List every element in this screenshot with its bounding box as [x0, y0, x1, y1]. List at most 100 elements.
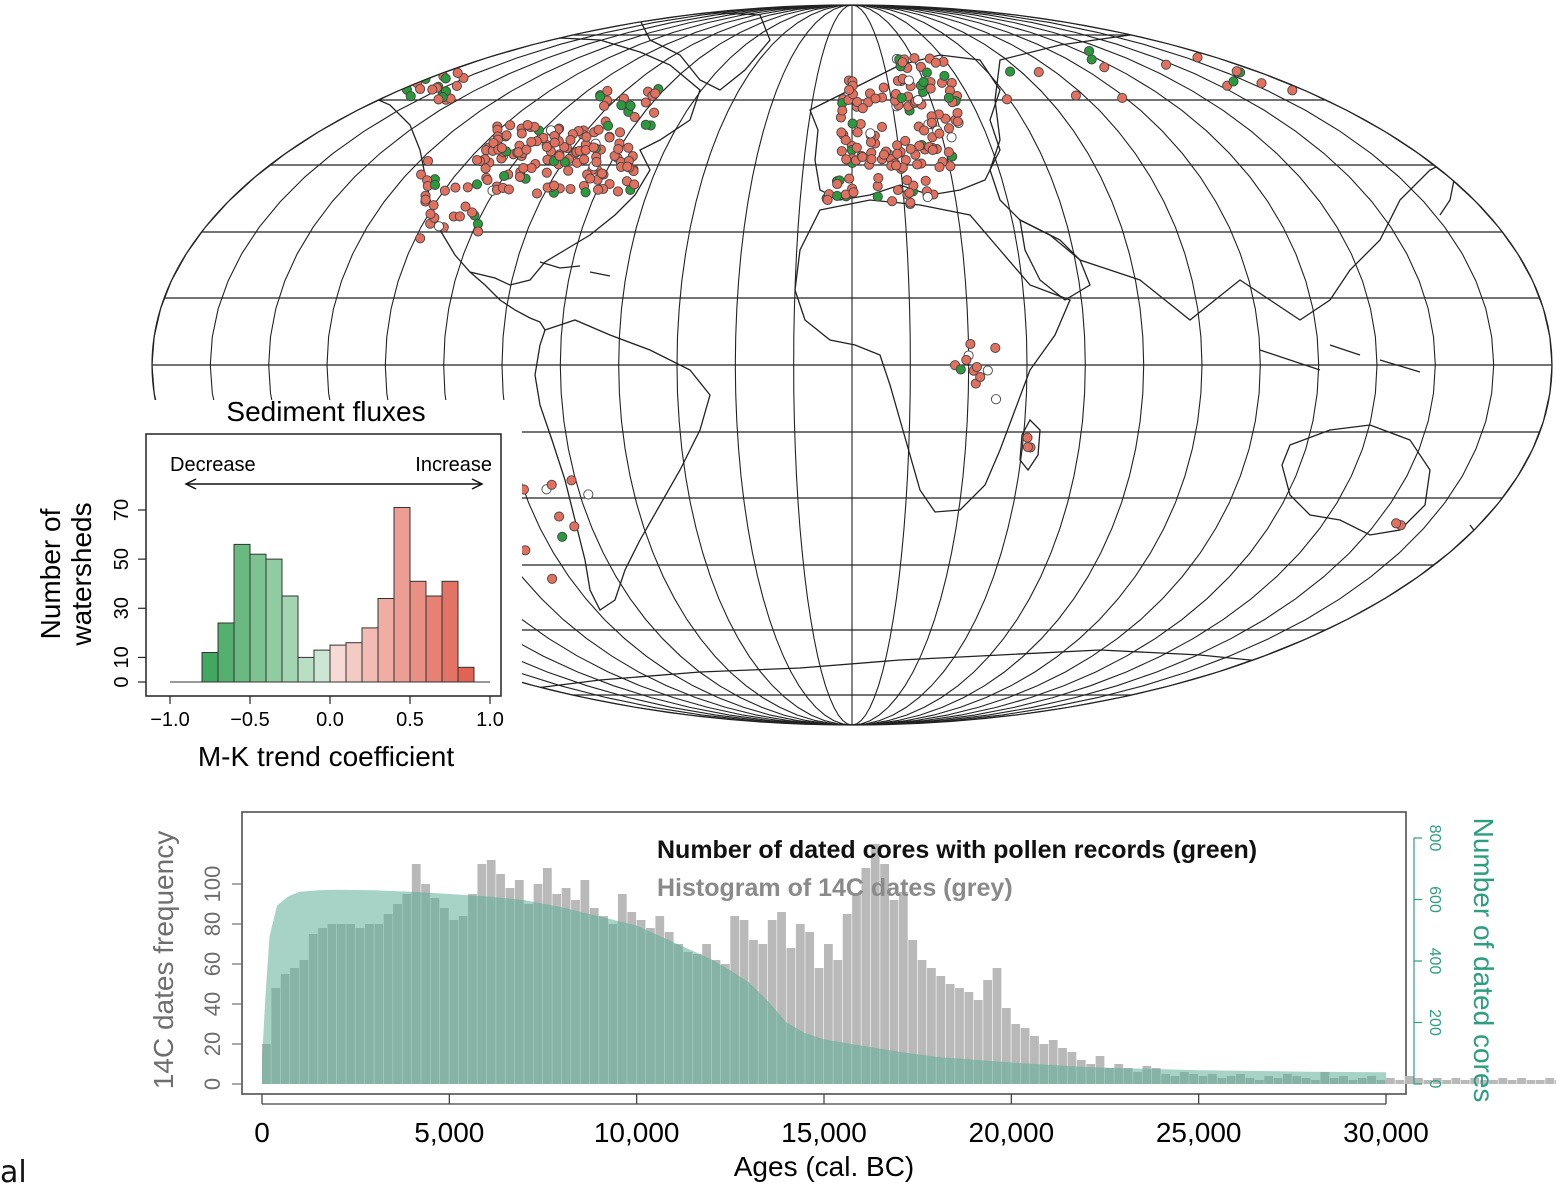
site-decrease	[557, 531, 568, 542]
legend-c14-histogram: Histogram of 14C dates (grey)	[657, 874, 1013, 902]
site-increase	[836, 127, 847, 138]
site-increase	[873, 173, 884, 184]
bottom-y-right-tick-label: 600	[1426, 886, 1443, 913]
site-increase	[599, 100, 610, 112]
c14-bar	[945, 984, 955, 1084]
inset-bar	[201, 652, 219, 683]
c14-bar	[852, 894, 861, 1084]
site-increase	[531, 188, 543, 199]
site-increase	[943, 147, 954, 158]
inset-x-tick-label: 1.0	[476, 709, 504, 731]
site-increase	[450, 182, 461, 193]
site-decrease	[1084, 45, 1095, 57]
site-no-trend	[982, 365, 993, 376]
c14-bar	[1395, 1080, 1405, 1084]
c14-bar	[880, 864, 889, 1084]
c14-bar	[1386, 1078, 1395, 1084]
site-increase	[832, 178, 843, 190]
site-increase	[1033, 67, 1044, 78]
site-decrease	[440, 73, 451, 84]
meridian-line	[851, 5, 1028, 725]
inset-bar	[233, 543, 251, 683]
site-increase	[460, 201, 471, 212]
inset-bar	[377, 598, 395, 683]
site-decrease	[400, 68, 411, 79]
site-increase	[433, 94, 444, 105]
bottom-y-left-tick-label: 40	[200, 992, 225, 1016]
site-increase	[613, 144, 624, 155]
bottom-x-tick-label: 5,000	[414, 1117, 484, 1148]
c14-bar	[1517, 1078, 1526, 1084]
meridian-line	[734, 5, 853, 725]
site-increase	[876, 121, 888, 132]
site-increase	[919, 125, 930, 136]
site-increase	[565, 183, 576, 195]
site-increase	[581, 131, 592, 142]
site-no-trend	[865, 128, 876, 139]
meridian-line	[384, 5, 853, 725]
site-increase	[385, 67, 396, 78]
site-increase	[591, 156, 602, 167]
site-increase	[629, 112, 640, 123]
site-increase	[891, 160, 902, 171]
site-increase	[501, 130, 512, 141]
site-increase	[629, 179, 640, 190]
site-increase	[1022, 432, 1033, 443]
site-increase	[857, 103, 868, 114]
inset-title: Sediment fluxes	[226, 396, 425, 427]
site-increase	[385, 73, 396, 84]
site-increase	[897, 57, 908, 68]
site-increase	[622, 161, 633, 172]
inset-x-ticks: −1.0 −0.5 0.0 0.5 1.0	[150, 696, 504, 731]
c14-bar	[964, 992, 974, 1084]
bottom-y-left-tick-label: 60	[200, 952, 225, 976]
c14-bar	[833, 960, 843, 1084]
c14-bar	[983, 980, 992, 1084]
c14-bar	[898, 892, 908, 1084]
map-outline	[151, 4, 1553, 726]
site-increase	[482, 174, 493, 186]
site-increase	[439, 185, 450, 196]
inset-bar	[297, 656, 315, 683]
site-increase	[909, 53, 920, 64]
inset-bar	[281, 595, 299, 683]
site-increase	[488, 137, 499, 149]
inset-bar	[313, 649, 331, 683]
c14-bar	[1020, 1028, 1030, 1084]
c14-bar	[955, 988, 964, 1084]
site-increase	[901, 175, 912, 186]
site-increase	[965, 338, 976, 350]
c14-bar	[936, 976, 946, 1084]
site-increase	[602, 85, 613, 96]
site-increase	[579, 154, 590, 165]
meridian-line	[851, 5, 1436, 725]
site-increase	[428, 200, 439, 211]
site-increase	[425, 208, 436, 219]
meridian-line	[268, 5, 853, 725]
bottom-y-left-tick-label: 0	[200, 1078, 225, 1090]
c14-bar	[1545, 1078, 1554, 1084]
site-decrease	[405, 91, 416, 102]
site-increase	[383, 75, 394, 86]
inset-bars	[201, 507, 475, 683]
site-increase	[952, 116, 963, 127]
site-decrease	[595, 91, 606, 102]
bottom-y-left-tick-label: 100	[200, 866, 225, 903]
site-increase	[851, 142, 862, 153]
c14-bar	[814, 968, 824, 1084]
c14-bar	[1451, 1078, 1461, 1084]
site-increase	[852, 127, 863, 138]
site-increase	[593, 184, 604, 195]
c14-bar	[1460, 1080, 1470, 1084]
site-increase	[378, 82, 389, 93]
meridian-line	[618, 5, 853, 725]
bottom-y-left-ticks: 0 20 40 60 80 100	[200, 866, 242, 1090]
dated-cores-area	[262, 889, 1386, 1084]
inset-x-tick-label: 0.5	[396, 709, 424, 731]
site-decrease	[872, 191, 883, 202]
site-decrease	[415, 67, 426, 78]
site-increase	[1161, 59, 1172, 70]
site-increase	[905, 143, 916, 155]
islands-japan	[1439, 149, 1456, 216]
site-increase	[866, 154, 877, 165]
